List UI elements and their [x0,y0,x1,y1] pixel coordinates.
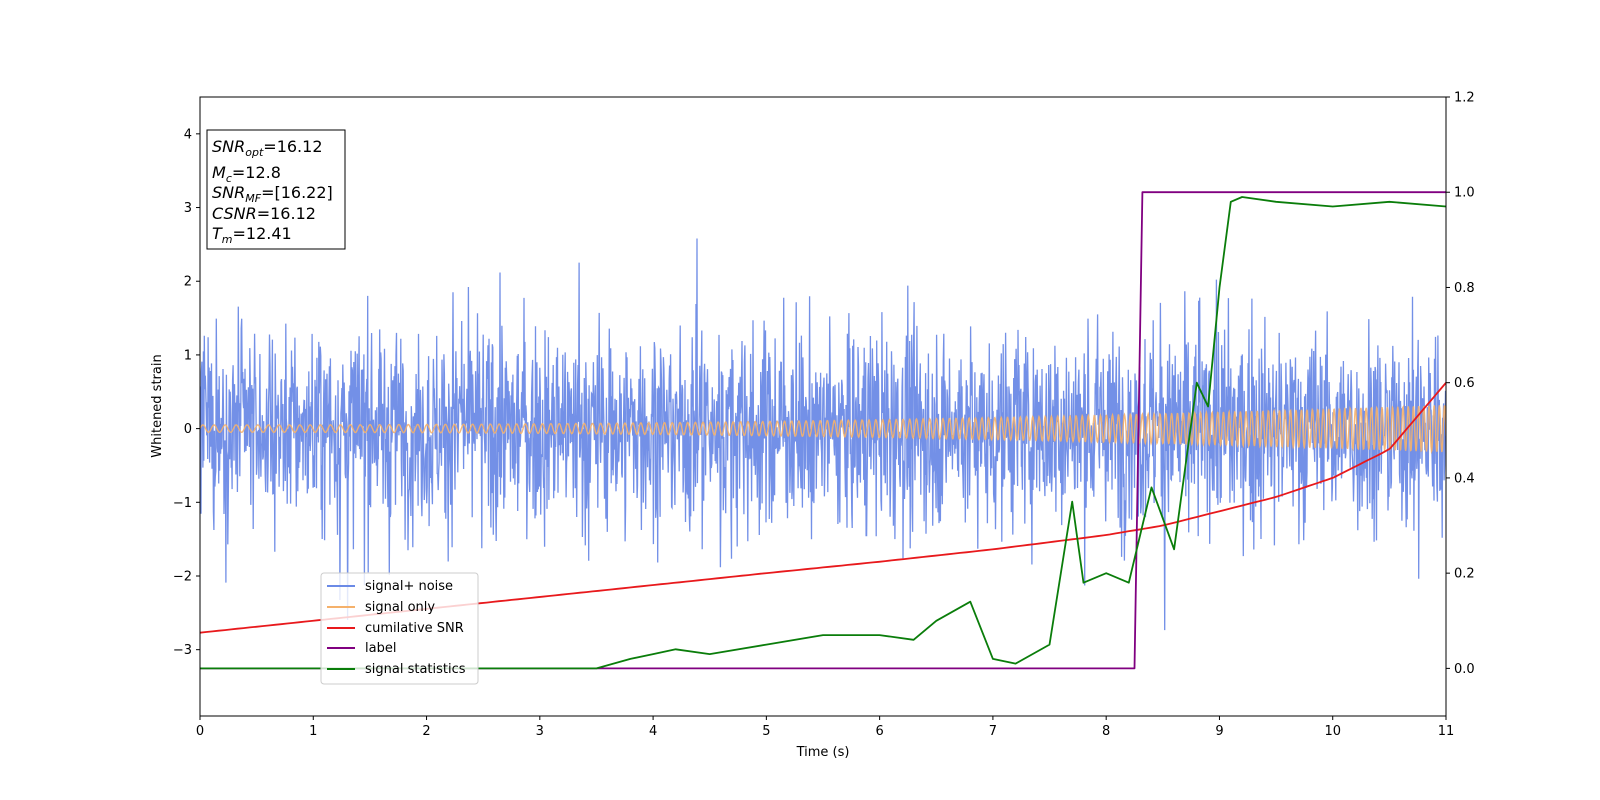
x-tick-label: 11 [1438,724,1455,739]
x-tick-label: 9 [1215,724,1223,739]
info-snr-opt: SNRopt=16.12 [212,137,323,159]
series-signal-noise [200,238,1446,631]
series-signal-statistics [200,196,1446,670]
y2-tick-label: 1.0 [1454,186,1475,201]
y2-tick-label: 1.2 [1454,91,1475,106]
y2-tick-label: 0.6 [1454,376,1475,391]
info-snr-mf: SNRMF=[16.22] [212,183,333,205]
legend-label-label: label [365,641,396,656]
x-tick-label: 10 [1324,724,1341,739]
y2-tick-label: 0.4 [1454,471,1475,486]
x-tick-label: 4 [649,724,657,739]
series-label [200,191,1446,670]
legend: signal+ noise signal only cumilative SNR… [320,572,479,685]
legend-label-signal-only: signal only [365,600,435,615]
legend-label-signal-noise: signal+ noise [365,579,453,594]
info-csnr: CSNR=16.12 [212,204,316,223]
legend-label-cumulative-snr: cumilative SNR [365,621,464,636]
x-tick-label: 5 [762,724,770,739]
y-tick-label: 0 [184,422,192,437]
info-tm: Tm=12.41 [212,224,292,246]
y-tick-label: 3 [184,201,192,216]
y-axis-label: Whitened strain [150,354,165,457]
y-tick-label: −1 [173,496,192,511]
plot-frame [199,96,1447,717]
x-tick-label: 2 [422,724,430,739]
y-tick-label: −2 [173,569,192,584]
series-signal-only [200,404,1446,454]
y2-tick-label: 0.2 [1454,567,1475,582]
x-tick-label: 8 [1102,724,1110,739]
x-tick-label: 3 [536,724,544,739]
y2-tick-label: 0.8 [1454,281,1475,296]
x-tick-label: 7 [989,724,997,739]
y-tick-label: 2 [184,275,192,290]
y-tick-label: 1 [184,348,192,363]
legend-label-signal-statistics: signal statistics [365,662,466,677]
info-box: SNRopt=16.12 Mc=12.8 SNRMF=[16.22] CSNR=… [206,129,346,250]
axes-layer: 0 1 2 3 4 5 6 7 8 9 10 11 −3 −2 −1 0 1 2 3 4 0.0 0.2 0.4 0.6 0.8… [173,91,1475,740]
info-mc: Mc=12.8 [212,163,281,185]
x-tick-label: 1 [309,724,317,739]
y-tick-label: −3 [173,643,192,658]
y2-tick-label: 0.0 [1454,662,1475,677]
x-tick-label: 6 [875,724,883,739]
x-tick-label: 0 [196,724,204,739]
y-tick-label: 4 [184,127,192,142]
x-axis-label: Time (s) [796,745,850,760]
